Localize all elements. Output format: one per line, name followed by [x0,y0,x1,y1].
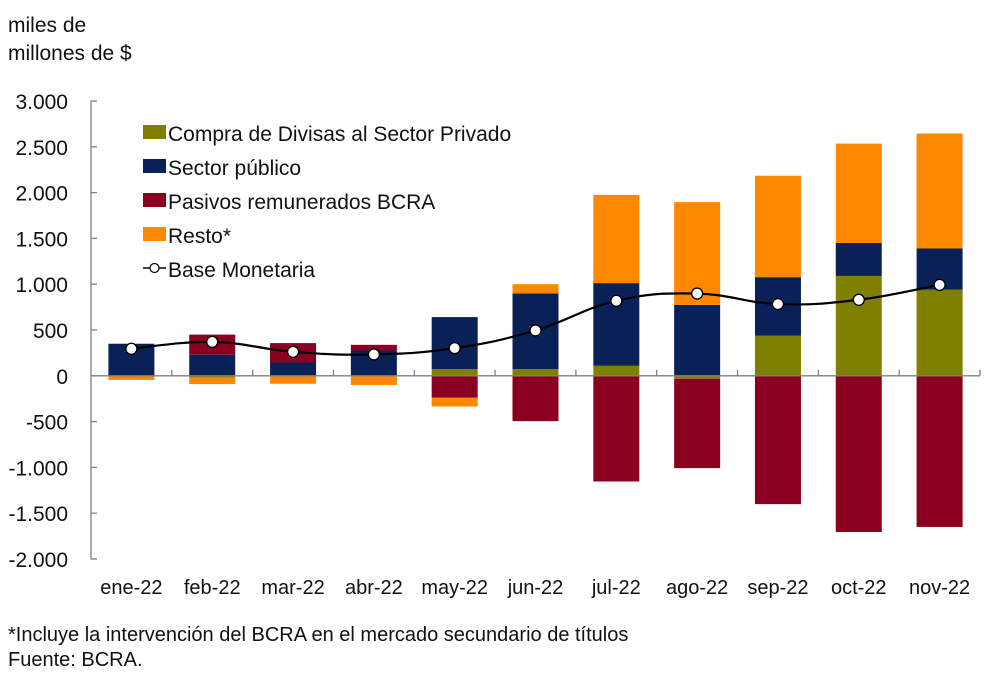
x-tick-label: oct-22 [831,577,887,599]
x-tick-label: mar-22 [261,577,324,599]
bar-compra-de-divisas-al-sector-privado-jul-22 [593,365,640,376]
legend-label: Resto* [168,225,231,248]
bar-sector-publico-ago-22 [674,304,721,376]
y-axis-unit-label: miles de millones de $ [8,12,132,68]
point-base-monetaria-oct-22 [852,293,865,306]
point-base-monetaria-may-22 [448,341,461,355]
bar-compra-de-divisas-al-sector-privado-oct-22 [835,275,882,376]
legend-item-sector-publico: Sector público [143,157,301,180]
y-tick-label: 3.000 [15,91,68,114]
y-tick-label: 1.000 [15,274,68,297]
x-tick-label: nov-22 [909,577,970,599]
legend-item-base-monetaria: Base Monetaria [143,259,315,282]
x-tick-label: ago-22 [666,577,728,599]
legend-swatch [143,193,166,207]
bar-sector-publico-mar-22 [270,362,317,376]
bar-pasivos-remunerados-bcra-nov-22 [916,375,963,527]
y-tick-label: 0 [56,366,68,389]
point-base-monetaria-abr-22 [367,348,381,361]
x-tick-label: jun-22 [507,577,564,599]
y-tick-label: -2.000 [8,549,68,572]
bar-resto-mar-22 [270,375,317,384]
point-base-monetaria-mar-22 [286,345,300,358]
bar-pasivos-remunerados-bcra-oct-22 [835,375,882,532]
bar-resto-nov-22 [916,133,963,249]
legend-swatch [143,125,166,139]
point-base-monetaria-sep-22 [771,297,785,311]
legend-swatch [143,159,166,173]
point-base-monetaria-ago-22 [690,287,704,300]
footnote: *Incluye la intervención del BCRA en el … [8,623,628,673]
bar-sector-publico-feb-22 [189,354,236,376]
bar-resto-feb-22 [189,377,236,385]
bar-compra-de-divisas-al-sector-privado-feb-22 [189,375,236,378]
legend: Compra de Divisas al Sector Privado Secto… [143,123,511,282]
y-tick-label: 2.000 [15,183,68,206]
legend-label: Pasivos remunerados BCRA [168,191,435,214]
unit-label-line-2: millones de $ [8,42,132,65]
point-base-monetaria-jun-22 [529,324,542,337]
footnote-source: Fuente: BCRA. [8,649,143,671]
point-base-monetaria-nov-22 [933,278,946,291]
y-tick-label: 500 [33,320,68,343]
bar-compra-de-divisas-al-sector-privado-sep-22 [754,335,801,376]
bar-resto-jul-22 [593,194,640,284]
x-tick-label: sep-22 [747,577,808,599]
bar-pasivos-remunerados-bcra-jun-22 [512,375,559,422]
bar-resto-sep-22 [754,175,801,278]
bar-resto-ene-22 [108,375,155,380]
legend-label: Sector público [168,157,301,180]
bar-compra-de-divisas-al-sector-privado-jun-22 [512,369,559,376]
legend-item-compra-de-divisas-al-sector-privado: Compra de Divisas al Sector Privado [143,123,511,146]
y-tick-label: -1.500 [8,503,68,526]
bar-resto-may-22 [431,397,478,407]
point-base-monetaria-ene-22 [125,342,138,355]
y-tick-label: -1.000 [8,457,68,480]
bar-compra-de-divisas-al-sector-privado-nov-22 [916,289,963,376]
bar-resto-jun-22 [512,284,559,294]
y-tick-label: 2.500 [15,137,68,160]
legend-item-resto: Resto* [143,225,231,248]
x-tick-label: ene-22 [100,577,162,599]
axes-layer: 3.000 2.500 2.000 1.500 1.000 500 0 -500 -1.000 -… [8,91,981,599]
bar-pasivos-remunerados-bcra-sep-22 [754,375,801,505]
bar-pasivos-remunerados-bcra-jul-22 [593,375,640,482]
bar-resto-abr-22 [350,375,397,385]
y-tick-label: -500 [26,412,68,435]
point-base-monetaria-jul-22 [610,294,623,307]
legend-label: Compra de Divisas al Sector Privado [168,123,511,146]
x-tick-label: jul-22 [591,577,641,599]
y-tick-label: 1.500 [15,228,68,251]
bar-pasivos-remunerados-bcra-may-22 [431,375,478,398]
unit-label-line-1: miles de [8,14,87,37]
x-tick-label: abr-22 [345,577,403,599]
x-tick-label: feb-22 [184,577,241,599]
legend-label: Base Monetaria [168,259,315,282]
legend-swatch [143,227,166,241]
bar-sector-publico-oct-22 [835,242,882,276]
legend-circle-marker [149,262,160,274]
footnote-note: *Incluye la intervención del BCRA en el … [8,624,629,646]
point-base-monetaria-feb-22 [206,335,219,349]
bar-resto-oct-22 [835,143,882,243]
base-monetaria-line-layer [125,278,946,361]
legend-item-pasivos-remunerados-bcra: Pasivos remunerados BCRA [143,191,435,214]
bar-pasivos-remunerados-bcra-abr-22 [350,344,397,351]
bar-compra-de-divisas-al-sector-privado-ago-22 [674,375,721,379]
bar-compra-de-divisas-al-sector-privado-may-22 [431,369,478,376]
bar-pasivos-remunerados-bcra-ago-22 [674,378,721,469]
x-tick-label: may-22 [421,577,488,599]
